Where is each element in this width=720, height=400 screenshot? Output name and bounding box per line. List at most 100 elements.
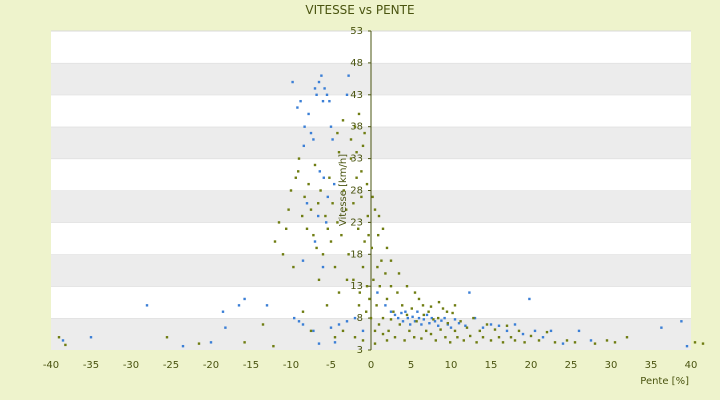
data-point <box>389 310 393 313</box>
data-point <box>416 310 419 313</box>
data-point <box>409 323 412 326</box>
data-point <box>485 323 489 326</box>
data-point <box>333 341 337 344</box>
data-point <box>317 342 321 345</box>
data-point <box>537 339 541 342</box>
data-point <box>277 221 281 224</box>
data-point <box>325 221 328 224</box>
data-point <box>145 304 149 307</box>
data-point <box>451 311 454 315</box>
data-point <box>221 310 225 313</box>
data-point <box>329 326 333 329</box>
data-point <box>430 316 433 320</box>
data-point <box>331 138 334 141</box>
data-point <box>373 342 377 345</box>
data-point <box>337 323 341 326</box>
data-point <box>513 323 517 326</box>
data-point <box>337 151 341 154</box>
data-point <box>389 285 393 288</box>
data-point <box>345 278 349 282</box>
data-point <box>57 336 61 339</box>
data-point <box>533 329 537 333</box>
data-point <box>307 112 310 116</box>
y-tick-label: 43 <box>350 90 363 101</box>
data-point <box>355 176 358 179</box>
y-tick-label: 38 <box>350 122 363 133</box>
data-point <box>273 240 277 243</box>
data-point <box>422 318 425 321</box>
data-point <box>465 326 469 329</box>
data-point <box>378 285 381 288</box>
y-tick-label: 33 <box>350 154 363 165</box>
data-point <box>361 329 365 333</box>
x-tick-label: 25 <box>565 360 578 371</box>
data-point <box>317 80 321 84</box>
data-point <box>505 329 509 333</box>
data-point <box>353 316 357 320</box>
data-point <box>363 240 366 243</box>
data-point <box>317 278 321 282</box>
data-point <box>509 336 513 339</box>
x-tick-label: -30 <box>123 360 139 371</box>
data-point <box>325 93 329 96</box>
data-point <box>321 99 325 103</box>
data-point <box>294 176 297 179</box>
data-point <box>444 336 447 339</box>
data-point <box>434 339 437 342</box>
data-point <box>312 233 315 237</box>
data-point <box>297 320 301 323</box>
data-point <box>355 151 358 154</box>
data-point <box>341 329 345 333</box>
data-point <box>293 316 296 320</box>
data-point <box>475 341 478 344</box>
data-point <box>405 285 409 288</box>
data-point <box>417 297 421 301</box>
data-point <box>336 131 339 135</box>
data-point <box>489 323 493 326</box>
data-point <box>353 125 357 128</box>
data-point <box>368 297 371 301</box>
data-point <box>446 322 449 325</box>
data-point <box>377 323 381 326</box>
data-point <box>403 339 406 342</box>
data-point <box>367 233 370 237</box>
data-point <box>301 259 305 262</box>
data-point <box>541 336 545 339</box>
data-point <box>489 339 493 342</box>
data-point <box>315 246 318 250</box>
data-point <box>404 310 407 313</box>
data-point <box>415 320 418 323</box>
data-point <box>313 240 317 243</box>
data-point <box>443 316 446 320</box>
data-point <box>405 313 409 317</box>
data-point <box>429 305 433 308</box>
data-point <box>397 316 400 320</box>
data-point <box>357 304 361 307</box>
data-point <box>321 253 325 256</box>
data-point <box>459 320 462 323</box>
data-point <box>373 208 377 211</box>
data-point <box>209 341 213 344</box>
data-point <box>371 195 374 199</box>
data-point <box>89 336 93 339</box>
data-point <box>333 182 336 186</box>
data-point <box>381 227 385 230</box>
data-point <box>425 313 429 317</box>
data-point <box>393 313 397 317</box>
data-point <box>449 326 453 329</box>
data-point <box>312 329 315 333</box>
data-point <box>321 265 325 269</box>
data-point <box>593 342 597 345</box>
data-point <box>387 329 390 333</box>
y-tick-label: 23 <box>350 217 363 228</box>
data-point <box>561 342 565 345</box>
data-point <box>345 93 349 96</box>
x-tick-label: 5 <box>408 360 414 371</box>
data-point <box>445 310 449 313</box>
data-point <box>336 221 339 224</box>
data-point <box>287 208 290 211</box>
data-point <box>685 344 689 348</box>
data-point <box>349 157 353 160</box>
data-point <box>361 339 365 342</box>
